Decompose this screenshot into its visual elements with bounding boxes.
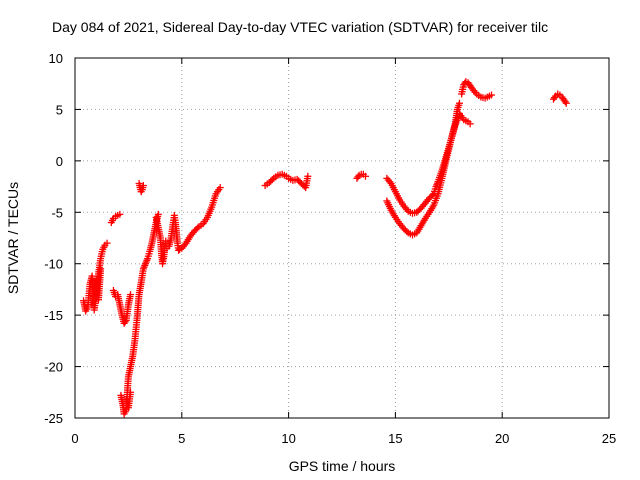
data-series (80, 78, 570, 418)
data-point (551, 94, 559, 102)
data-point (193, 224, 201, 232)
y-tick-label: -10 (44, 257, 63, 272)
data-point (562, 99, 570, 107)
y-tick-label: 10 (49, 51, 63, 66)
x-tick-label: 20 (495, 431, 509, 446)
data-point (127, 388, 135, 396)
data-point (127, 291, 135, 299)
x-tick-label: 15 (388, 431, 402, 446)
x-tick-label: 10 (281, 431, 295, 446)
x-tick-label: 25 (602, 431, 616, 446)
data-point (116, 210, 124, 218)
y-tick-label: 5 (56, 102, 63, 117)
y-tick-label: -25 (44, 411, 63, 426)
data-point (488, 91, 496, 99)
gridlines (75, 58, 609, 418)
data-point (216, 184, 224, 192)
y-tick-label: -15 (44, 308, 63, 323)
x-tick-label: 5 (178, 431, 185, 446)
data-point (361, 172, 369, 180)
data-point (139, 182, 147, 190)
y-axis-label: SDTVAR / TECUs (5, 182, 21, 294)
y-tick-label: -5 (51, 205, 63, 220)
data-point (121, 318, 129, 326)
x-tick-label: 0 (71, 431, 78, 446)
data-point (162, 237, 170, 245)
y-tick-label: -20 (44, 360, 63, 375)
data-point (466, 120, 474, 128)
x-tick-labels: 0 5 10 15 20 25 (71, 431, 616, 446)
x-axis-label: GPS time / hours (289, 458, 396, 474)
data-point (97, 265, 105, 273)
chart-title: Day 084 of 2021, Sidereal Day-to-day VTE… (52, 19, 548, 35)
data-point (103, 239, 111, 247)
data-point (561, 98, 569, 106)
axis-ticks (74, 57, 610, 419)
data-point (428, 191, 436, 199)
y-tick-label: 0 (56, 154, 63, 169)
data-point (304, 172, 312, 180)
data-point (455, 99, 463, 107)
y-tick-labels: -25 -20 -15 -10 -5 0 5 10 (44, 51, 63, 426)
data-point (403, 227, 411, 235)
plot-frame (74, 57, 610, 419)
data-point (268, 176, 276, 184)
